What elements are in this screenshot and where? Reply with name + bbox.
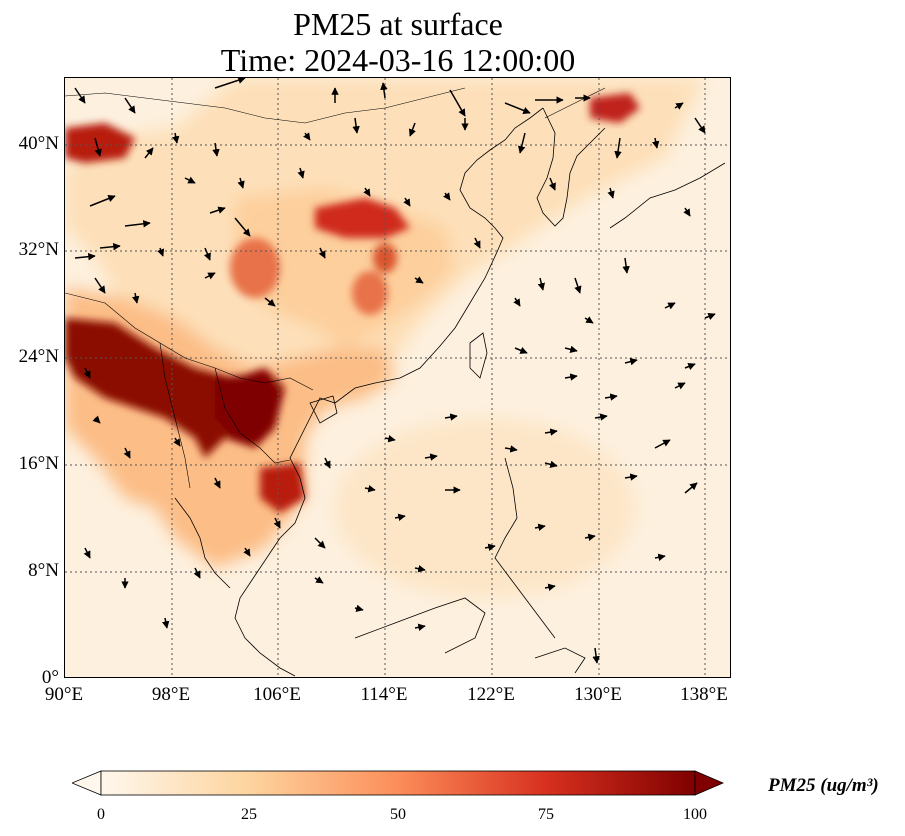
lat-label-24n: 24°N	[18, 346, 59, 367]
hainan-coast	[309, 395, 338, 424]
pm25-hotspot-korea-north	[590, 93, 640, 123]
pm25-field	[65, 78, 705, 598]
map-time-subtitle: Time: 2024-03-16 12:00:00	[220, 42, 576, 78]
colorbar-tick-100: 100	[683, 806, 707, 823]
pm25-hotspot-sichuan	[230, 238, 280, 298]
gridlines	[65, 78, 730, 677]
lon-label-114e: 114°E	[360, 684, 408, 705]
coastlines	[174, 107, 726, 677]
pm25-hotspot-central	[352, 271, 388, 315]
lon-label-90e: 90°E	[44, 684, 84, 705]
colorbar-tick-75: 75	[538, 806, 554, 823]
lat-label-0: 0°	[41, 667, 59, 688]
pm25-hotspot-laos	[215, 373, 280, 443]
lon-label-138e: 138°E	[680, 684, 728, 705]
map-canvas	[65, 78, 730, 677]
lat-label-40n: 40°N	[18, 133, 59, 154]
country-borders	[65, 87, 606, 489]
colorbar-gradient	[100, 770, 696, 796]
pm25-map	[64, 77, 731, 678]
colorbar-tick-25: 25	[241, 806, 257, 823]
pm25-field-sea	[335, 418, 635, 598]
taiwan-coast	[469, 332, 488, 379]
lat-label-8n: 8°N	[28, 560, 59, 581]
colorbar	[72, 770, 724, 796]
colorbar-extend-min	[72, 770, 102, 796]
wind-vectors	[74, 78, 716, 664]
map-title: PM25 at surface	[293, 6, 503, 42]
pm25-hotspot-northwest	[65, 123, 135, 163]
lon-label-122e: 122°E	[467, 684, 515, 705]
colorbar-extend-max	[694, 770, 724, 796]
lat-label-32n: 32°N	[18, 239, 59, 260]
colorbar-label: PM25 (ug/m³)	[768, 775, 879, 796]
lon-label-98e: 98°E	[151, 684, 191, 705]
pm25-hotspot-cambodia	[260, 463, 305, 513]
colorbar-tick-50: 50	[390, 806, 406, 823]
pm25-hotspot-north-china	[315, 198, 410, 238]
colorbar-tick-0: 0	[97, 806, 105, 823]
lon-label-106e: 106°E	[253, 684, 301, 705]
lon-label-130e: 130°E	[574, 684, 622, 705]
lat-label-16n: 16°N	[18, 453, 59, 474]
